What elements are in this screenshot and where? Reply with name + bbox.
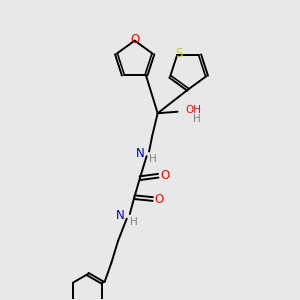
Text: O: O — [160, 169, 169, 182]
Text: H: H — [130, 217, 137, 227]
Text: O: O — [130, 33, 139, 46]
Text: H: H — [193, 114, 200, 124]
Text: O: O — [155, 193, 164, 206]
Text: S: S — [175, 47, 182, 60]
Text: H: H — [149, 154, 157, 164]
Text: N: N — [136, 147, 145, 160]
Text: OH: OH — [185, 105, 201, 115]
Text: N: N — [116, 209, 124, 222]
